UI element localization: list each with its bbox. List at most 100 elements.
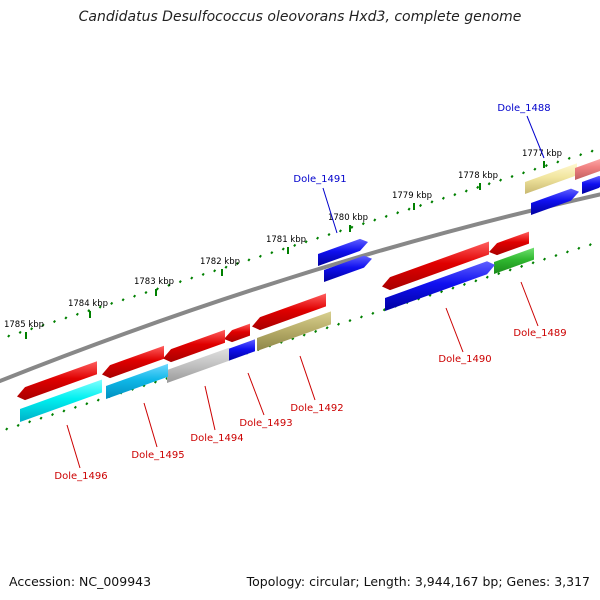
ruler-minor-tick bbox=[464, 189, 468, 193]
gene-label-leader bbox=[526, 115, 545, 159]
ruler-minor-tick bbox=[499, 178, 503, 182]
gene-dole-1491 bbox=[318, 238, 368, 266]
gene-dole-1495 bbox=[106, 363, 168, 399]
ruler-minor-tick bbox=[544, 164, 548, 168]
gene-label: Dole_1489 bbox=[513, 328, 566, 339]
gene-label: Dole_1496 bbox=[54, 471, 107, 482]
gene-dole-1493-red bbox=[224, 323, 250, 343]
ruler-minor-tick bbox=[314, 329, 318, 333]
genome-summary-text: Topology: circular; Length: 3,944,167 bp… bbox=[246, 574, 590, 589]
ruler-minor-tick bbox=[338, 229, 342, 233]
ruler-minor-tick bbox=[510, 174, 514, 179]
ruler-minor-tick bbox=[430, 200, 434, 204]
gene-label-leader bbox=[204, 385, 216, 431]
ruler-minor-tick bbox=[121, 298, 125, 302]
ruler-minor-tick bbox=[7, 334, 11, 338]
gene-dole-1496 bbox=[20, 379, 102, 422]
ruler-minor-tick bbox=[521, 171, 525, 175]
ruler-minor-tick bbox=[451, 286, 455, 290]
ruler-minor-tick bbox=[98, 305, 102, 309]
ruler-minor-tick bbox=[144, 290, 148, 295]
gene-label-leader bbox=[445, 307, 464, 353]
ruler-minor-tick bbox=[440, 290, 444, 294]
ruler-minor-tick bbox=[579, 153, 583, 157]
ruler-minor-tick bbox=[361, 222, 365, 226]
ruler-minor-tick bbox=[497, 272, 501, 276]
ruler-minor-tick bbox=[41, 323, 45, 327]
gene-label: Dole_1488 bbox=[497, 103, 550, 114]
genome-backbone bbox=[0, 192, 600, 384]
ruler-minor-tick bbox=[270, 251, 274, 255]
gene-dole-1495-red bbox=[102, 345, 164, 379]
ruler-minor-tick bbox=[428, 293, 432, 297]
ruler-minor-tick bbox=[577, 246, 581, 250]
ruler-minor-tick bbox=[5, 427, 9, 431]
ruler-label: 1779 kbp bbox=[392, 191, 432, 201]
ruler-minor-tick bbox=[382, 308, 386, 312]
ruler-minor-tick bbox=[153, 380, 157, 384]
ruler-minor-tick bbox=[337, 322, 341, 326]
ruler-minor-tick bbox=[520, 264, 524, 268]
ruler-minor-tick bbox=[476, 185, 480, 189]
gene-label: Dole_1492 bbox=[290, 403, 343, 414]
ruler-minor-tick bbox=[327, 232, 331, 237]
ruler-label: 1783 kbp bbox=[134, 277, 174, 287]
gene-dole-1489 bbox=[494, 247, 534, 274]
ruler-minor-tick bbox=[543, 257, 547, 261]
ruler-minor-tick bbox=[190, 276, 194, 280]
ruler-minor-tick bbox=[96, 398, 100, 402]
ruler-minor-tick bbox=[453, 193, 457, 197]
ruler-minor-tick bbox=[419, 203, 423, 208]
ruler-minor-tick bbox=[87, 309, 91, 313]
ruler-label: 1785 kbp bbox=[4, 320, 44, 330]
gene-dole-1489-red bbox=[489, 231, 529, 256]
ruler-minor-tick bbox=[487, 182, 491, 186]
gene-label: Dole_1495 bbox=[131, 450, 184, 461]
ruler-minor-tick bbox=[293, 243, 297, 247]
ruler-minor-tick bbox=[75, 312, 79, 316]
ruler-minor-tick bbox=[110, 301, 114, 305]
ruler-minor-tick bbox=[565, 250, 569, 254]
ruler-minor-tick bbox=[316, 236, 320, 240]
ruler-minor-tick bbox=[30, 327, 34, 331]
ruler-minor-tick bbox=[224, 265, 228, 269]
ruler-minor-tick bbox=[396, 211, 400, 215]
gene-dole-1494 bbox=[167, 347, 229, 383]
ruler-minor-tick bbox=[373, 218, 377, 222]
ruler-label: 1782 kbp bbox=[200, 257, 240, 267]
ruler-label: 1784 kbp bbox=[68, 299, 108, 309]
ruler-minor-tick bbox=[407, 207, 411, 211]
ruler-minor-tick bbox=[258, 254, 262, 258]
ruler-minor-tick bbox=[39, 416, 43, 420]
gene-right-edge bbox=[575, 158, 600, 180]
ruler-minor-tick bbox=[590, 149, 594, 153]
ruler-minor-tick bbox=[348, 319, 352, 323]
gene-label-leader bbox=[520, 281, 539, 327]
ruler-minor-tick bbox=[133, 294, 137, 298]
accession-text: Accession: NC_009943 bbox=[9, 574, 152, 589]
ruler-minor-tick bbox=[359, 315, 363, 319]
ruler-minor-tick bbox=[178, 280, 182, 284]
ruler-minor-tick bbox=[167, 283, 171, 287]
genome-title: Candidatus Desulfococcus oleovorans Hxd3… bbox=[78, 9, 522, 25]
ruler-minor-tick bbox=[28, 420, 32, 424]
gene-dole-1490 bbox=[385, 261, 495, 311]
gene-label-leader bbox=[322, 187, 338, 234]
ruler-minor-tick bbox=[302, 333, 306, 337]
ruler-minor-tick bbox=[18, 330, 22, 334]
ruler-minor-tick bbox=[567, 156, 571, 160]
gene-label-leader bbox=[247, 372, 265, 416]
ruler-minor-tick bbox=[50, 412, 55, 417]
ruler-label: 1780 kbp bbox=[328, 213, 368, 223]
ruler-minor-tick bbox=[533, 167, 537, 171]
gene-dole-1488-neighbor bbox=[525, 163, 577, 194]
gene-dole-1491b bbox=[324, 255, 372, 282]
ruler-label: 1781 kbp bbox=[266, 235, 306, 245]
gene-label: Dole_1490 bbox=[438, 354, 491, 365]
ruler-minor-tick bbox=[485, 275, 489, 279]
ruler-minor-tick bbox=[588, 243, 592, 247]
gene-label: Dole_1493 bbox=[239, 418, 292, 429]
gene-dole-1493 bbox=[228, 339, 255, 361]
ruler-minor-tick bbox=[235, 261, 240, 266]
ruler-minor-tick bbox=[531, 261, 535, 265]
